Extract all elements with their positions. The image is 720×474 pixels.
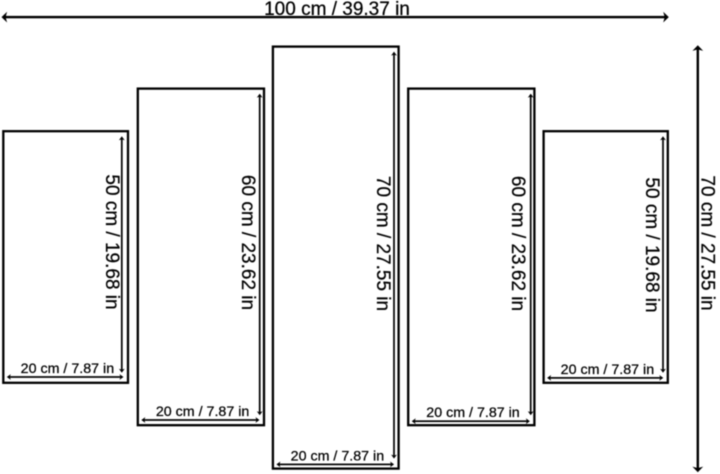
svg-text:20 cm / 7.87 in: 20 cm / 7.87 in — [156, 404, 249, 420]
svg-text:20 cm / 7.87 in: 20 cm / 7.87 in — [426, 405, 519, 421]
svg-text:60 cm / 23.62 in: 60 cm / 23.62 in — [237, 175, 258, 310]
svg-text:20 cm / 7.87 in: 20 cm / 7.87 in — [21, 361, 114, 377]
svg-text:100 cm / 39.37 in: 100 cm / 39.37 in — [264, 0, 410, 20]
svg-text:50 cm / 19.68 in: 50 cm / 19.68 in — [101, 174, 122, 309]
svg-text:60 cm / 23.62 in: 60 cm / 23.62 in — [507, 176, 528, 311]
svg-text:70 cm / 27.55 in: 70 cm / 27.55 in — [696, 175, 717, 310]
svg-text:20 cm / 7.87 in: 20 cm / 7.87 in — [291, 448, 384, 464]
svg-text:50 cm / 19.68 in: 50 cm / 19.68 in — [641, 177, 662, 312]
svg-text:70 cm / 27.55 in: 70 cm / 27.55 in — [372, 176, 393, 311]
svg-text:20 cm / 7.87 in: 20 cm / 7.87 in — [561, 362, 654, 378]
